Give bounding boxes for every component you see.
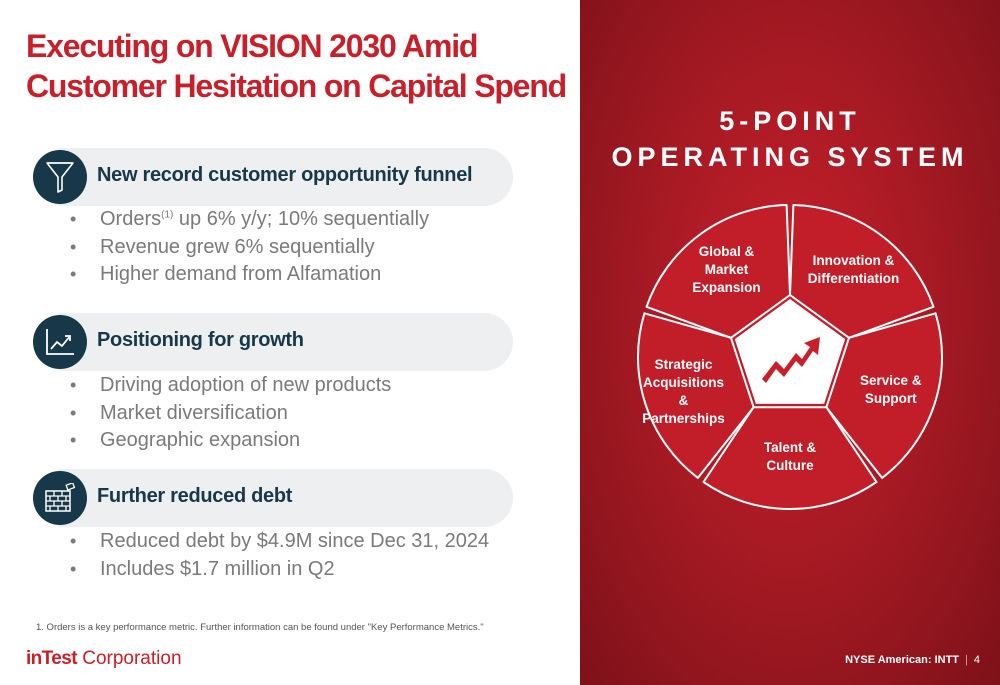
bullet-item: Revenue grew 6% sequentially [70, 234, 429, 262]
bullet-list-funnel: Orders(1) up 6% y/y; 10% sequentially Re… [70, 206, 429, 289]
bullet-item: Market diversification [70, 400, 391, 428]
operating-system-wheel [637, 204, 943, 511]
growth-chart-icon [33, 315, 87, 369]
segment-innovation [789, 204, 935, 339]
section-bar-growth [58, 313, 513, 371]
segment-service-support [825, 312, 943, 479]
trend-up-arrow-icon [762, 337, 820, 383]
bullet-item: Includes $1.7 million in Q2 [70, 556, 489, 584]
bullet-item: Orders(1) up 6% y/y; 10% sequentially [70, 206, 429, 234]
segment-label: Talent & Culture [763, 440, 817, 473]
segment-global-market [645, 204, 791, 339]
segment-label: Innovation & Differentiation [807, 252, 900, 286]
funnel-icon [33, 150, 87, 204]
section-title-growth: Positioning for growth [97, 329, 304, 351]
slide-footer: NYSE American: INTT | 4 [845, 654, 980, 666]
slide-title: Executing on VISION 2030 Amid Customer H… [26, 26, 567, 106]
bullet-list-growth: Driving adoption of new products Market … [70, 372, 391, 455]
title-line-1: Executing on VISION 2030 Amid [26, 28, 478, 64]
section-bar-debt [58, 469, 513, 527]
bullet-item: Higher demand from Alfamation [70, 261, 429, 289]
bullet-list-debt: Reduced debt by $4.9M since Dec 31, 2024… [70, 528, 489, 583]
exchange-ticker: NYSE American: INTT [845, 654, 960, 666]
bullet-item: Geographic expansion [70, 427, 391, 455]
page-number: 4 [973, 654, 980, 666]
title-line-2: Customer Hesitation on Capital Spend [26, 68, 567, 104]
footnote: 1. Orders is a key performance metric. F… [36, 622, 484, 633]
brick-wall-icon [33, 471, 87, 525]
section-bar-funnel [58, 148, 513, 206]
center-pentagon [734, 299, 846, 404]
left-panel: Executing on VISION 2030 Amid Customer H… [0, 0, 580, 685]
operating-system-title: 5-POINT OPERATING SYSTEM [611, 106, 969, 172]
bullet-item: Reduced debt by $4.9M since Dec 31, 2024 [70, 528, 489, 556]
segment-label: Service & Support [860, 372, 922, 406]
section-title-funnel: New record customer opportunity funnel [97, 164, 473, 186]
segment-label: Strategic Acquisitions & Partnerships [642, 356, 725, 426]
segment-label: Global & Market Expansion [692, 243, 761, 295]
company-logo: inTest Corporation [26, 648, 182, 669]
segment-strategic-acquisitions [637, 312, 755, 479]
segment-talent-culture [702, 406, 878, 511]
section-title-debt: Further reduced debt [97, 485, 293, 507]
bullet-item: Driving adoption of new products [70, 372, 391, 400]
